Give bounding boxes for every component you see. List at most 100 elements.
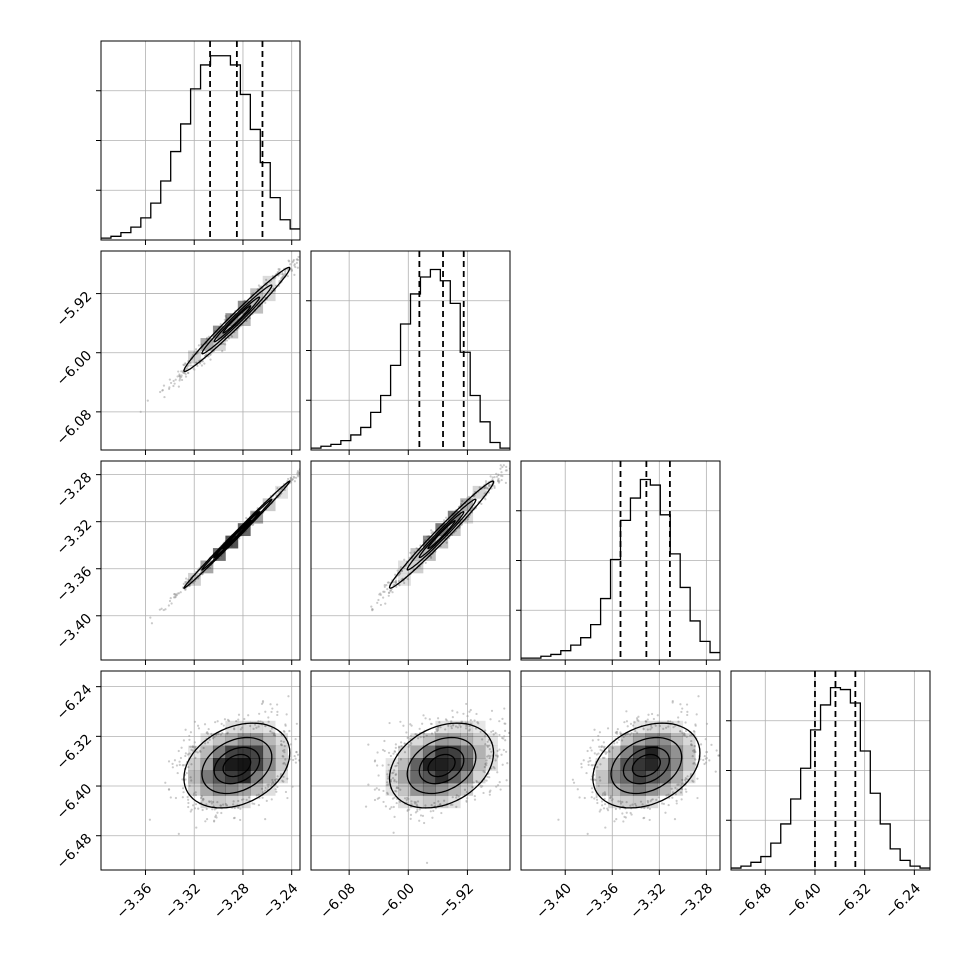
sample-point [604, 792, 607, 796]
sample-point [503, 735, 506, 738]
sample-point [186, 366, 189, 369]
x-tick-label-0-1: −3.32 [162, 880, 204, 922]
sample-point [208, 800, 211, 803]
density-cell [212, 770, 226, 784]
density-cell [682, 745, 696, 759]
sample-point [671, 791, 675, 794]
sample-point [487, 484, 491, 487]
sample-point [286, 777, 289, 780]
sample-point [171, 766, 174, 769]
sample-point [683, 734, 687, 737]
sample-point [484, 480, 488, 483]
sample-point [173, 382, 176, 385]
sample-point [395, 764, 398, 767]
sample-point [393, 815, 396, 818]
sample-point [599, 808, 602, 811]
density-cell [485, 745, 498, 759]
sample-point [593, 728, 596, 731]
sample-point [172, 596, 176, 599]
sample-point [488, 793, 491, 796]
sample-point [220, 811, 223, 815]
sample-point [685, 735, 688, 738]
y-tick-label-2-2: −3.32 [54, 517, 96, 559]
sample-point [190, 748, 193, 751]
sample-point [424, 804, 427, 807]
sample-point [675, 799, 678, 802]
density-cell [212, 745, 226, 759]
sample-point [294, 757, 297, 760]
sample-point [291, 785, 294, 788]
sample-point [625, 811, 628, 814]
y-tick-label-2-1: −3.36 [54, 564, 96, 606]
sample-point [245, 516, 248, 520]
sample-point [619, 802, 623, 805]
sample-point [379, 593, 382, 596]
sample-point [598, 810, 601, 813]
sample-point [191, 745, 194, 749]
sample-point [465, 790, 469, 794]
sample-point [373, 760, 376, 763]
sample-point [429, 810, 432, 813]
sample-point [406, 736, 409, 739]
contour-level-3 [222, 753, 252, 778]
sample-point [407, 745, 410, 748]
sample-point [194, 803, 198, 806]
density-cell [447, 733, 461, 747]
sample-point [197, 344, 201, 347]
density-cell [657, 733, 671, 747]
sample-point [253, 723, 257, 726]
density-cell [262, 720, 276, 734]
sample-point [192, 749, 195, 752]
sample-point [680, 710, 683, 714]
contour-level-0 [183, 266, 291, 373]
sample-point [389, 778, 393, 781]
sample-point [645, 720, 648, 723]
sample-point [491, 476, 494, 479]
panel-frame-2-3 [520, 670, 721, 871]
contour-level-1 [201, 498, 273, 571]
density-cell [237, 733, 251, 747]
sample-point [603, 745, 606, 748]
density-content [311, 671, 513, 870]
sample-point [198, 362, 202, 365]
contour-level-2 [418, 511, 465, 559]
sample-point [384, 602, 387, 605]
sample-point [418, 808, 421, 811]
sample-point [387, 783, 390, 786]
density-cell [632, 795, 646, 809]
sample-point [578, 796, 581, 799]
sample-point [215, 816, 218, 819]
density-cell [422, 548, 436, 561]
sample-point [510, 722, 512, 724]
sample-point [170, 602, 173, 605]
sample-point [497, 473, 500, 476]
sample-point [717, 754, 720, 757]
contour-level-0 [592, 722, 701, 809]
sample-point [190, 779, 193, 782]
sample-point [500, 471, 503, 474]
sample-point [648, 807, 652, 810]
sample-point [468, 710, 471, 713]
sample-point [303, 248, 305, 250]
sample-point [505, 465, 508, 468]
sample-point [395, 786, 399, 789]
sample-point [686, 710, 689, 713]
sample-point [630, 813, 633, 816]
sample-point [185, 772, 188, 775]
sample-point [586, 749, 589, 753]
sample-point [168, 599, 172, 603]
sample-point [194, 745, 197, 748]
sample-point [495, 475, 499, 478]
sample-point [511, 758, 513, 760]
sample-point [390, 806, 393, 809]
sample-point [303, 258, 305, 260]
x-tick-label-2-3: −3.28 [674, 880, 716, 922]
sample-point [388, 591, 391, 594]
density-cell [620, 795, 634, 809]
sample-point [276, 710, 279, 713]
sample-point [665, 794, 668, 797]
sample-point [230, 335, 234, 338]
sample-point [177, 832, 180, 835]
sample-point [613, 742, 616, 745]
